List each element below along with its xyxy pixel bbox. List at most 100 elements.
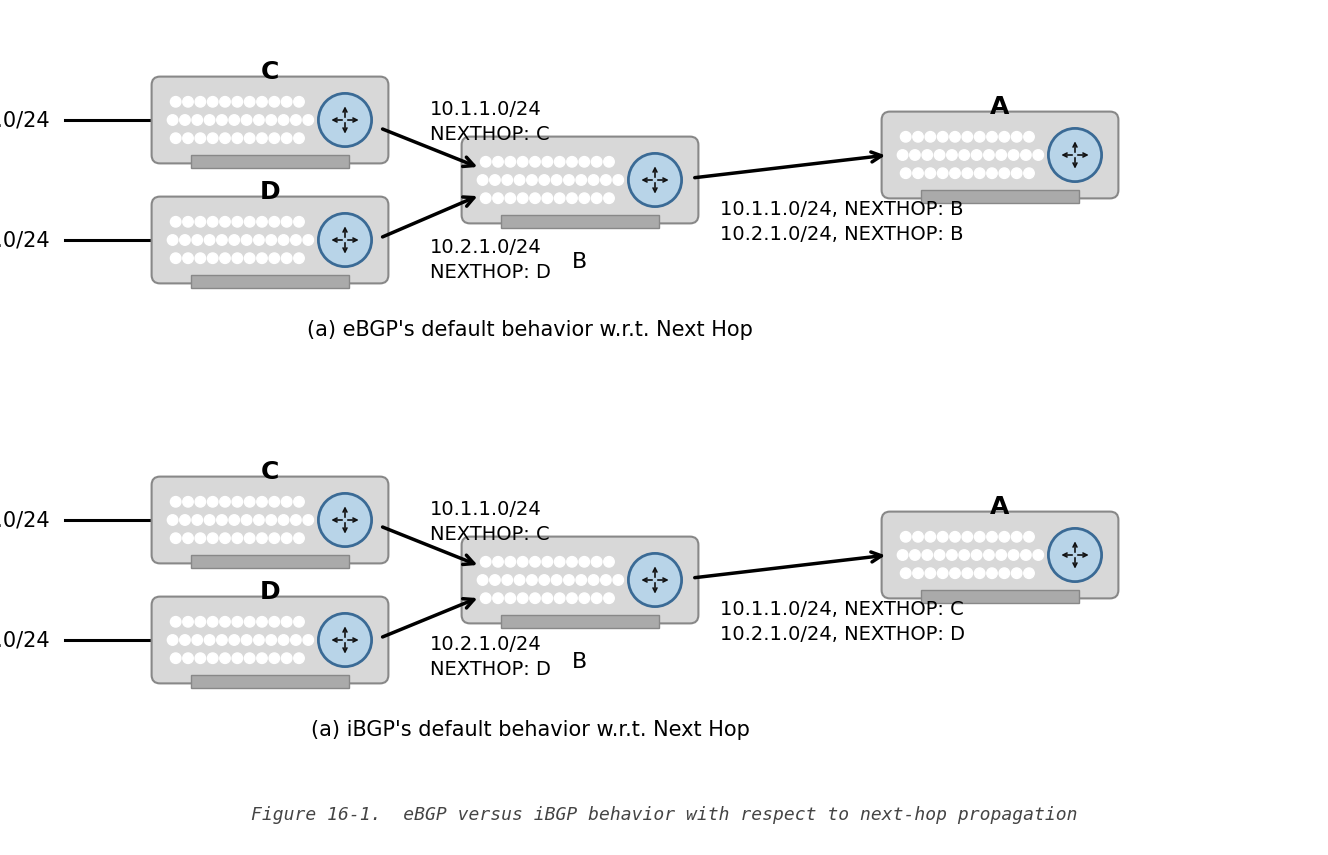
Circle shape (527, 575, 537, 586)
Circle shape (554, 557, 564, 567)
Circle shape (579, 557, 590, 567)
Circle shape (563, 575, 574, 586)
Circle shape (207, 97, 218, 107)
Circle shape (481, 557, 491, 567)
Circle shape (999, 168, 1009, 179)
Circle shape (614, 174, 623, 186)
Text: 10.1.1.0/24: 10.1.1.0/24 (0, 510, 50, 530)
Circle shape (999, 132, 1009, 142)
Circle shape (282, 653, 292, 663)
Circle shape (270, 497, 280, 507)
Circle shape (270, 653, 280, 663)
Text: 10.1.1.0/24: 10.1.1.0/24 (0, 110, 50, 130)
Circle shape (505, 557, 515, 567)
FancyBboxPatch shape (151, 197, 388, 283)
Circle shape (270, 533, 280, 544)
Circle shape (530, 193, 540, 203)
Circle shape (579, 593, 590, 604)
Circle shape (242, 515, 252, 525)
Circle shape (900, 132, 911, 142)
Circle shape (291, 235, 301, 245)
Circle shape (1012, 532, 1023, 542)
Bar (191, 675, 349, 687)
Circle shape (256, 533, 267, 544)
Circle shape (303, 634, 313, 646)
Circle shape (898, 550, 908, 560)
Circle shape (219, 497, 230, 507)
Circle shape (183, 97, 194, 107)
Circle shape (975, 132, 985, 142)
Circle shape (1024, 132, 1035, 142)
Circle shape (514, 575, 525, 586)
Circle shape (279, 115, 288, 125)
Circle shape (193, 634, 202, 646)
Circle shape (270, 616, 280, 627)
Circle shape (183, 133, 194, 144)
Circle shape (303, 235, 313, 245)
Text: 10.2.1.0/24
NEXTHOP: D: 10.2.1.0/24 NEXTHOP: D (430, 238, 551, 282)
Circle shape (293, 653, 304, 663)
Circle shape (912, 532, 923, 542)
Circle shape (232, 533, 243, 544)
Circle shape (898, 150, 908, 160)
Circle shape (984, 550, 995, 560)
Circle shape (950, 168, 960, 179)
Circle shape (256, 616, 267, 627)
Circle shape (266, 115, 276, 125)
Circle shape (232, 616, 243, 627)
Circle shape (207, 616, 218, 627)
Circle shape (910, 150, 920, 160)
Text: 10.1.1.0/24, NEXTHOP: C
10.2.1.0/24, NEXTHOP: D: 10.1.1.0/24, NEXTHOP: C 10.2.1.0/24, NEX… (720, 600, 965, 644)
Circle shape (179, 634, 190, 646)
Circle shape (279, 235, 288, 245)
Circle shape (554, 593, 564, 604)
Circle shape (244, 216, 255, 227)
Circle shape (493, 593, 503, 604)
Circle shape (493, 193, 503, 203)
Circle shape (183, 533, 194, 544)
Bar (191, 155, 349, 168)
Circle shape (926, 532, 936, 542)
Circle shape (554, 156, 564, 167)
Circle shape (935, 150, 944, 160)
Circle shape (167, 515, 178, 525)
Circle shape (205, 235, 215, 245)
FancyBboxPatch shape (462, 137, 699, 223)
Circle shape (244, 133, 255, 144)
Circle shape (303, 515, 313, 525)
Circle shape (926, 132, 936, 142)
Circle shape (254, 235, 264, 245)
Circle shape (490, 174, 501, 186)
Circle shape (1012, 132, 1023, 142)
Circle shape (579, 156, 590, 167)
Text: 10.1.1.0/24
NEXTHOP: C: 10.1.1.0/24 NEXTHOP: C (430, 100, 550, 144)
Circle shape (256, 653, 267, 663)
Circle shape (900, 568, 911, 579)
Circle shape (244, 533, 255, 544)
Circle shape (971, 550, 981, 560)
Text: D: D (260, 580, 280, 604)
FancyBboxPatch shape (882, 511, 1118, 598)
Circle shape (900, 168, 911, 179)
Circle shape (242, 115, 252, 125)
Circle shape (167, 115, 178, 125)
Circle shape (207, 533, 218, 544)
Circle shape (254, 515, 264, 525)
Circle shape (947, 150, 957, 160)
Circle shape (950, 132, 960, 142)
Circle shape (477, 174, 487, 186)
Circle shape (1033, 550, 1044, 560)
Circle shape (1008, 550, 1019, 560)
Circle shape (910, 550, 920, 560)
Circle shape (291, 515, 301, 525)
Circle shape (502, 174, 513, 186)
Circle shape (216, 515, 227, 525)
Text: (a) eBGP's default behavior w.r.t. Next Hop: (a) eBGP's default behavior w.r.t. Next … (307, 320, 753, 340)
Circle shape (551, 575, 562, 586)
Circle shape (205, 515, 215, 525)
Circle shape (179, 235, 190, 245)
Text: 10.2.1.0/24
NEXTHOP: D: 10.2.1.0/24 NEXTHOP: D (430, 635, 551, 679)
Bar (191, 555, 349, 568)
Circle shape (256, 97, 267, 107)
Circle shape (170, 653, 181, 663)
